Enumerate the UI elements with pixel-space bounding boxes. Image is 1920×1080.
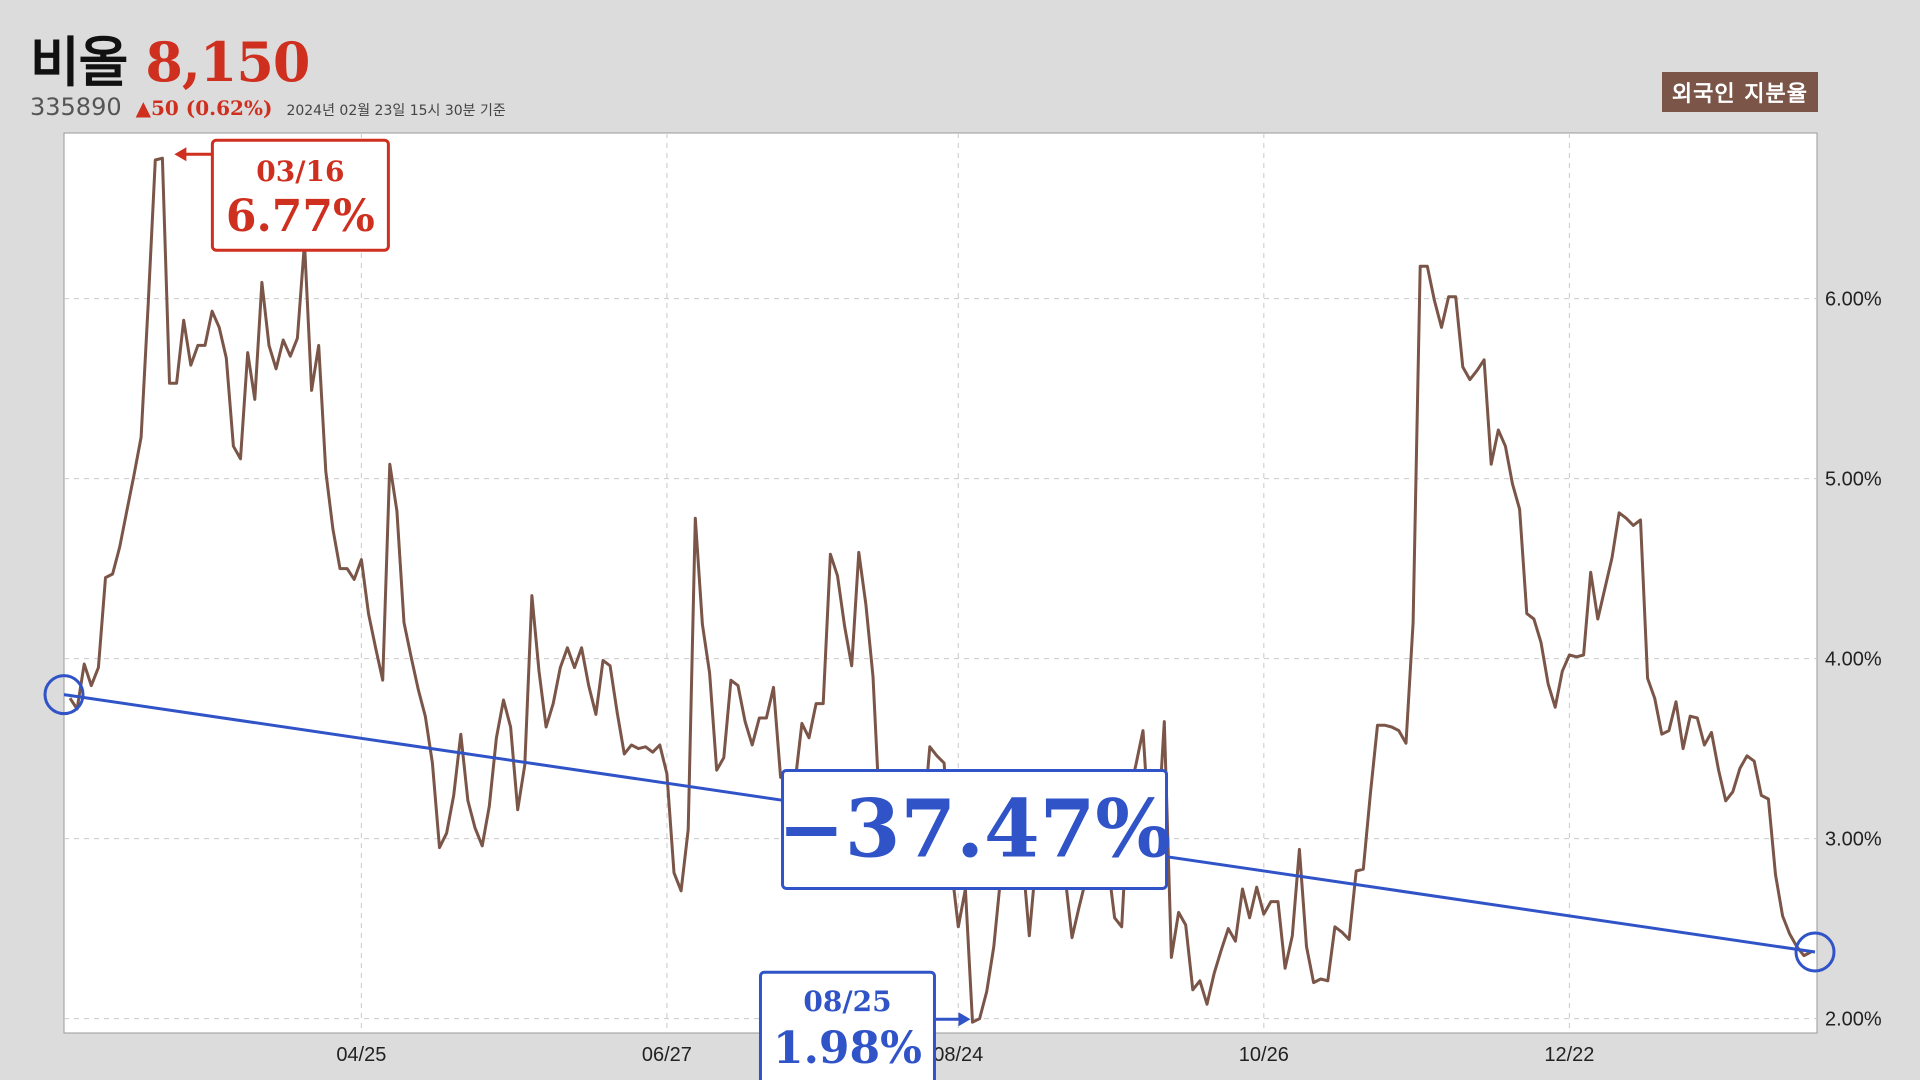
x-tick-label: 08/24 [933, 1044, 983, 1066]
stock-code: 335890 [30, 93, 122, 121]
min-callout: 08/25 1.98% [758, 970, 971, 1080]
as-of-timestamp: 2024년 02월 23일 15시 30분 기준 [286, 103, 506, 119]
y-tick-label: 4.00% [1825, 649, 1882, 671]
min-value-label: 1.98% [773, 1023, 922, 1074]
max-date-label: 03/16 [256, 155, 344, 188]
title-row: 비올 8,150 [30, 18, 506, 97]
change-percent-label: −37.47% [778, 781, 1172, 875]
company-name: 비올 [30, 31, 128, 94]
grid [64, 133, 1817, 1033]
x-tick-label: 06/27 [642, 1044, 692, 1066]
change-callout: −37.47% [778, 768, 1172, 890]
trend-end-marker [1794, 931, 1836, 973]
change-box [781, 768, 1169, 890]
price-change: ▲50 (0.62%) [135, 96, 273, 120]
sub-row: 335890 ▲50 (0.62%) 2024년 02월 23일 15시 30분… [30, 93, 506, 121]
max-callout: 03/16 6.77% [174, 138, 390, 252]
axis-ticks: 2.00% 3.00% 4.00% 5.00% 6.00% 04/25 06/27 08/24… [336, 289, 1882, 1066]
min-callout-box [758, 970, 936, 1080]
plot-area [63, 132, 1818, 1034]
stock-header: 비올 8,150 335890 ▲50 (0.62%) 2024년 02월 23… [30, 18, 506, 121]
max-callout-box [210, 138, 390, 252]
x-tick-label: 12/22 [1544, 1044, 1594, 1066]
y-tick-label: 6.00% [1825, 289, 1882, 311]
y-tick-label: 2.00% [1825, 1009, 1882, 1031]
trend-start-marker [43, 674, 85, 716]
max-arrow-head [174, 147, 187, 162]
metric-badge: 외국인 지분율 [1661, 72, 1818, 112]
max-value-label: 6.77% [226, 191, 375, 242]
current-price: 8,150 [145, 30, 310, 94]
y-tick-label: 3.00% [1825, 829, 1882, 851]
y-tick-label: 5.00% [1825, 469, 1882, 491]
series-line [68, 156, 1812, 1024]
x-tick-label: 04/25 [336, 1044, 386, 1066]
min-arrow-head [958, 1012, 971, 1027]
min-date-label: 08/25 [803, 985, 891, 1018]
x-tick-label: 10/26 [1239, 1044, 1289, 1066]
